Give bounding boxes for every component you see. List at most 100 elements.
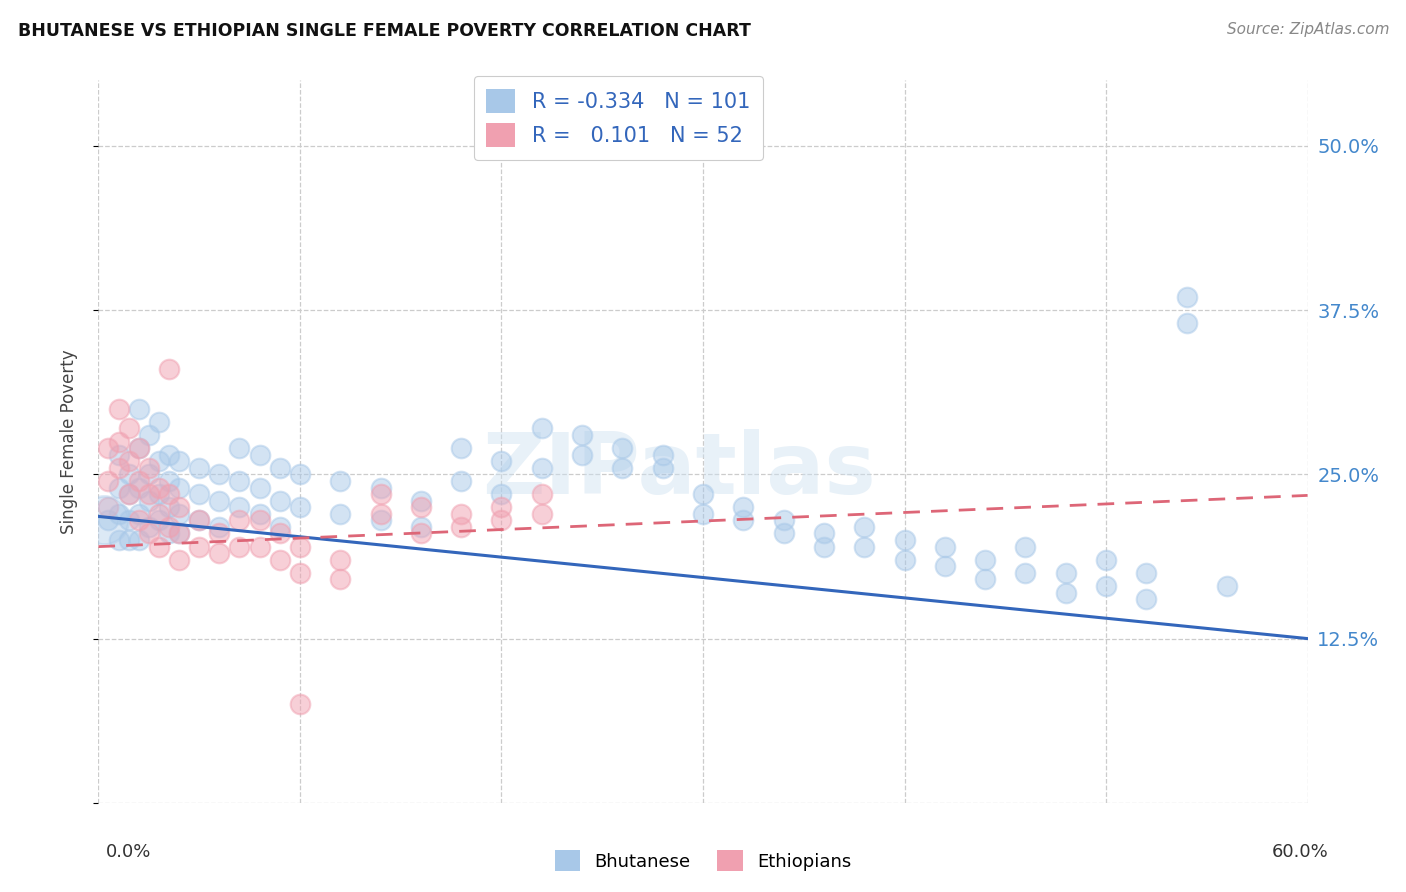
Point: [249, 540, 271, 554]
Point: [733, 513, 755, 527]
Point: [269, 553, 291, 567]
Point: [530, 487, 553, 501]
Legend: Bhutanese, Ethiopians: Bhutanese, Ethiopians: [547, 843, 859, 879]
Point: [128, 533, 150, 547]
Point: [148, 507, 170, 521]
Point: [228, 474, 250, 488]
Point: [651, 460, 673, 475]
Point: [491, 513, 513, 527]
Point: [228, 441, 250, 455]
Point: [148, 487, 170, 501]
Point: [370, 507, 392, 521]
Point: [409, 520, 432, 534]
Point: [208, 520, 231, 534]
Point: [128, 513, 150, 527]
Point: [208, 467, 231, 482]
Point: [772, 526, 794, 541]
Point: [167, 481, 190, 495]
Point: [138, 428, 160, 442]
Point: [651, 448, 673, 462]
Point: [148, 540, 170, 554]
Point: [107, 460, 129, 475]
Point: [138, 520, 160, 534]
Point: [733, 500, 755, 515]
Point: [128, 481, 150, 495]
Point: [853, 540, 876, 554]
Point: [1054, 566, 1077, 580]
Point: [118, 467, 141, 482]
Point: [128, 441, 150, 455]
Point: [530, 507, 553, 521]
Point: [491, 487, 513, 501]
Point: [138, 526, 160, 541]
Point: [813, 540, 835, 554]
Point: [118, 454, 141, 468]
Point: [269, 460, 291, 475]
Point: [329, 553, 352, 567]
Point: [409, 493, 432, 508]
Point: [208, 526, 231, 541]
Point: [118, 487, 141, 501]
Point: [97, 474, 120, 488]
Point: [228, 513, 250, 527]
Point: [208, 493, 231, 508]
Point: [450, 507, 472, 521]
Legend: R = -0.334   N = 101, R =   0.101   N = 52: R = -0.334 N = 101, R = 0.101 N = 52: [474, 76, 763, 160]
Point: [934, 540, 956, 554]
Point: [118, 421, 141, 435]
Point: [148, 454, 170, 468]
Point: [692, 507, 714, 521]
Point: [269, 520, 291, 534]
Point: [288, 566, 311, 580]
Point: [157, 526, 180, 541]
Point: [167, 507, 190, 521]
Point: [370, 487, 392, 501]
Point: [370, 481, 392, 495]
Point: [974, 553, 997, 567]
Point: [107, 533, 129, 547]
Point: [97, 500, 120, 515]
Point: [612, 460, 634, 475]
Point: [530, 421, 553, 435]
Text: 0.0%: 0.0%: [105, 843, 150, 861]
Point: [188, 487, 211, 501]
Point: [692, 487, 714, 501]
Point: [93, 513, 115, 527]
Point: [530, 460, 553, 475]
Point: [288, 500, 311, 515]
Point: [167, 454, 190, 468]
Point: [288, 540, 311, 554]
Point: [1175, 316, 1198, 330]
Point: [1014, 566, 1036, 580]
Point: [1135, 566, 1157, 580]
Point: [1014, 540, 1036, 554]
Point: [118, 533, 141, 547]
Point: [138, 460, 160, 475]
Point: [370, 513, 392, 527]
Point: [167, 500, 190, 515]
Point: [450, 520, 472, 534]
Point: [228, 540, 250, 554]
Point: [409, 526, 432, 541]
Point: [138, 467, 160, 482]
Point: [409, 500, 432, 515]
Point: [893, 533, 915, 547]
Point: [853, 520, 876, 534]
Point: [491, 500, 513, 515]
Point: [329, 474, 352, 488]
Point: [138, 487, 160, 501]
Text: Source: ZipAtlas.com: Source: ZipAtlas.com: [1226, 22, 1389, 37]
Point: [1095, 553, 1118, 567]
Point: [157, 474, 180, 488]
Point: [107, 434, 129, 449]
Point: [1054, 585, 1077, 599]
Text: 60.0%: 60.0%: [1272, 843, 1329, 861]
Point: [772, 513, 794, 527]
Point: [157, 500, 180, 515]
Point: [157, 487, 180, 501]
Text: BHUTANESE VS ETHIOPIAN SINGLE FEMALE POVERTY CORRELATION CHART: BHUTANESE VS ETHIOPIAN SINGLE FEMALE POV…: [18, 22, 751, 40]
Point: [491, 454, 513, 468]
Point: [893, 553, 915, 567]
Point: [571, 448, 593, 462]
Point: [269, 526, 291, 541]
